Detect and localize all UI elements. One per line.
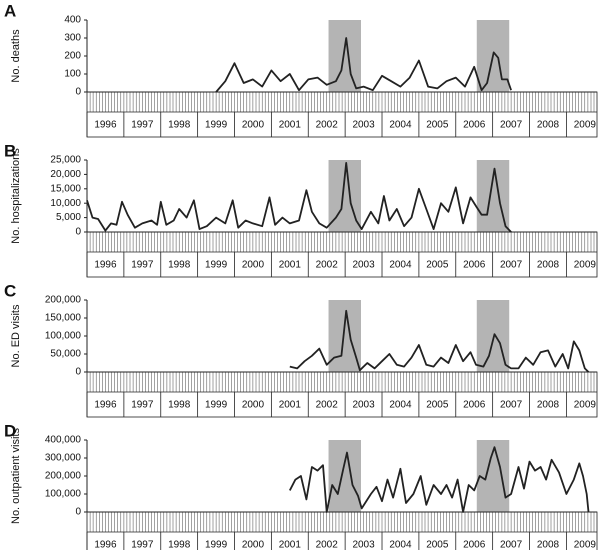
x-tick-label: 2008	[537, 540, 560, 550]
x-tick-label: 2007	[500, 120, 523, 131]
y-tick-label: 300,000	[45, 453, 82, 464]
shaded-period	[328, 300, 361, 372]
y-tick-label: 400,000	[45, 435, 82, 446]
y-tick-label: 10,000	[50, 198, 81, 209]
y-tick-label: 400	[64, 15, 81, 26]
y-tick-label: 100,000	[45, 489, 82, 500]
x-tick-label: 1998	[168, 540, 191, 550]
x-tick-label: 2006	[463, 260, 486, 271]
y-axis-label: No. hospitalizations	[10, 148, 22, 244]
y-tick-label: 20,000	[50, 169, 81, 180]
x-tick-label: 1996	[94, 120, 117, 131]
y-tick-label: 300	[64, 33, 81, 44]
x-tick-label: 1999	[205, 400, 228, 411]
x-tick-label: 1998	[168, 120, 191, 131]
x-tick-label: 1996	[94, 400, 117, 411]
minor-ticks	[86, 232, 595, 252]
x-tick-label: 2008	[537, 260, 560, 271]
x-tick-label: 1999	[205, 120, 228, 131]
x-tick-label: 2007	[500, 260, 523, 271]
data-line	[86, 162, 512, 233]
y-tick-label: 15,000	[50, 183, 81, 194]
shaded-period	[328, 20, 361, 92]
x-tick-label: 2003	[352, 260, 375, 271]
y-tick-label: 5,000	[56, 212, 81, 223]
x-tick-label: 2009	[574, 400, 597, 411]
x-tick-label: 2000	[242, 120, 265, 131]
panel-label: C	[4, 281, 16, 300]
x-tick-label: 2004	[389, 120, 412, 131]
x-tick-label: 2006	[463, 120, 486, 131]
y-tick-label: 200,000	[45, 471, 82, 482]
x-tick-label: 2000	[242, 540, 265, 550]
x-tick-label: 2002	[316, 260, 339, 271]
x-tick-label: 1999	[205, 540, 228, 550]
x-tick-label: 1997	[131, 400, 154, 411]
x-tick-label: 2005	[426, 400, 449, 411]
x-tick-label: 2009	[574, 260, 597, 271]
data-line	[289, 309, 590, 373]
x-tick-label: 2006	[463, 400, 486, 411]
x-tick-label: 2004	[389, 400, 412, 411]
x-tick-label: 1996	[94, 540, 117, 550]
minor-ticks	[86, 512, 595, 532]
x-tick-label: 2008	[537, 120, 560, 131]
y-tick-label: 100,000	[45, 331, 82, 342]
x-tick-label: 2005	[426, 540, 449, 550]
x-tick-label: 1999	[205, 260, 228, 271]
panel-label: A	[4, 1, 16, 20]
x-tick-label: 2003	[352, 120, 375, 131]
x-tick-label: 2002	[316, 540, 339, 550]
y-axis-label: No. outpatient visits	[10, 428, 22, 524]
x-tick-label: 2004	[389, 540, 412, 550]
x-tick-label: 2006	[463, 540, 486, 550]
x-tick-label: 2001	[279, 540, 302, 550]
x-tick-label: 2001	[279, 260, 302, 271]
x-tick-label: 1997	[131, 260, 154, 271]
y-axis-label: No. deaths	[10, 29, 22, 83]
y-tick-label: 150,000	[45, 313, 82, 324]
y-tick-label: 200	[64, 51, 81, 62]
x-tick-label: 2004	[389, 260, 412, 271]
x-tick-label: 1997	[131, 540, 154, 550]
x-tick-label: 2005	[426, 120, 449, 131]
minor-ticks	[86, 92, 595, 112]
x-tick-label: 2002	[316, 400, 339, 411]
x-tick-label: 2001	[279, 400, 302, 411]
x-tick-label: 2009	[574, 120, 597, 131]
data-line	[289, 446, 590, 513]
x-tick-label: 2008	[537, 400, 560, 411]
y-axis-label: No. ED visits	[10, 304, 22, 367]
x-tick-label: 2007	[500, 400, 523, 411]
y-tick-label: 0	[75, 227, 81, 238]
panel-label: B	[4, 141, 16, 160]
x-tick-label: 2003	[352, 540, 375, 550]
x-tick-label: 2007	[500, 540, 523, 550]
x-tick-label: 2000	[242, 260, 265, 271]
y-tick-label: 0	[75, 367, 81, 378]
y-tick-label: 100	[64, 69, 81, 80]
y-tick-label: 50,000	[50, 349, 81, 360]
x-tick-label: 1997	[131, 120, 154, 131]
shaded-period	[328, 440, 361, 512]
x-tick-label: 2000	[242, 400, 265, 411]
x-tick-label: 2003	[352, 400, 375, 411]
minor-ticks	[86, 372, 595, 392]
x-tick-label: 2005	[426, 260, 449, 271]
panel-label: D	[4, 421, 16, 440]
x-tick-label: 1996	[94, 260, 117, 271]
y-tick-label: 25,000	[50, 155, 81, 166]
x-tick-label: 2009	[574, 540, 597, 550]
y-tick-label: 0	[75, 87, 81, 98]
x-tick-label: 2002	[316, 120, 339, 131]
x-tick-label: 1998	[168, 400, 191, 411]
x-tick-label: 2001	[279, 120, 302, 131]
y-tick-label: 200,000	[45, 295, 82, 306]
data-line	[215, 37, 512, 93]
y-tick-label: 0	[75, 507, 81, 518]
x-tick-label: 1998	[168, 260, 191, 271]
